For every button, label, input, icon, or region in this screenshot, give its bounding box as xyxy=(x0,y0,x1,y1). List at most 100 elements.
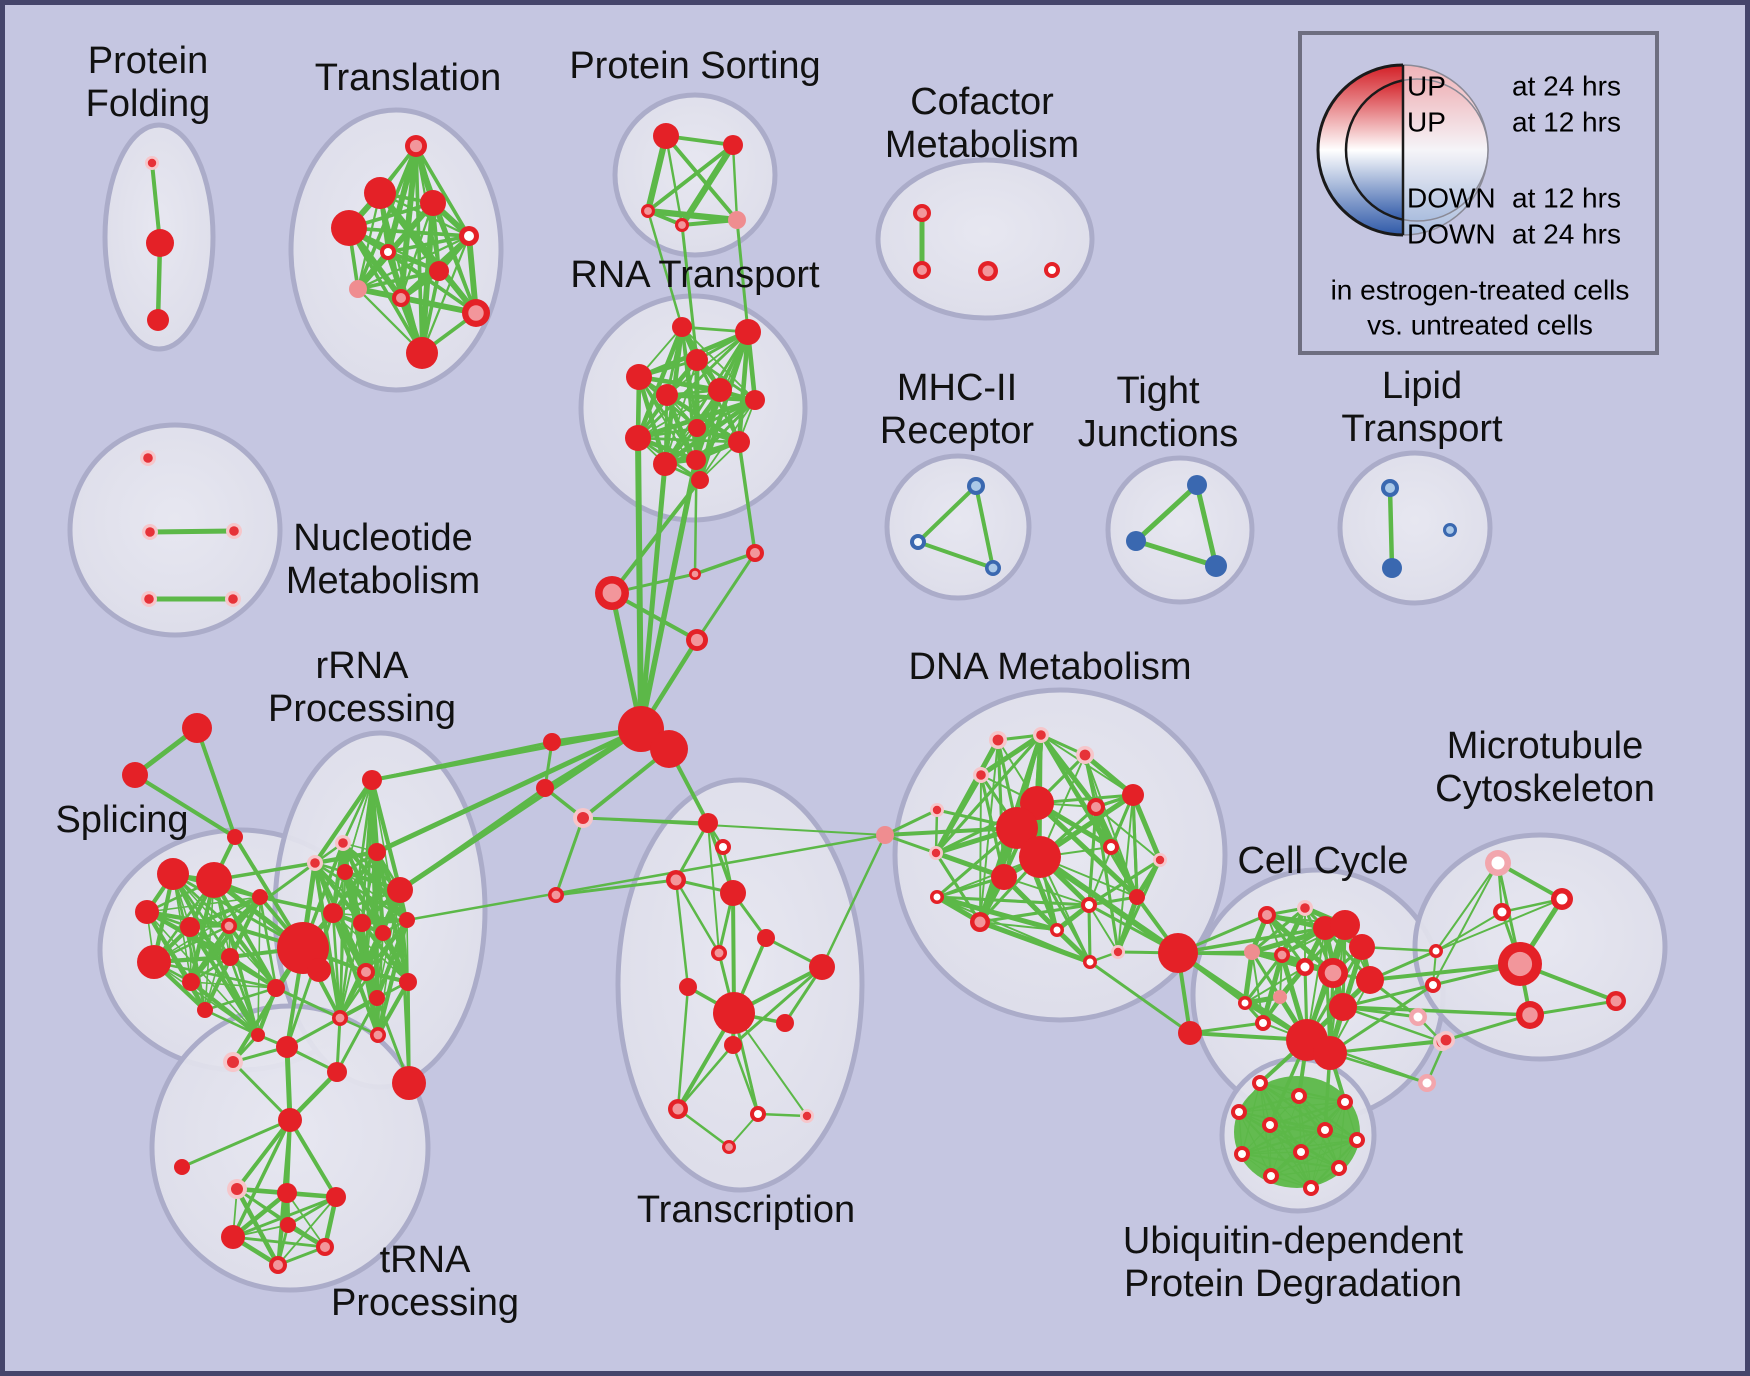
node-dot xyxy=(182,973,200,991)
node-rr-3 xyxy=(337,864,353,880)
edge-link xyxy=(735,218,750,334)
legend-direction-label: DOWN xyxy=(1407,182,1496,213)
edge xyxy=(1240,1128,1327,1156)
node-ub-6 xyxy=(1349,1132,1365,1148)
node-dot xyxy=(337,864,353,880)
legend-inner-right xyxy=(1403,78,1489,222)
node-dot xyxy=(996,807,1038,849)
node-core xyxy=(672,1103,684,1115)
node-core xyxy=(1241,999,1249,1007)
node-x-11 xyxy=(1158,933,1198,973)
node-dot xyxy=(1356,966,1384,994)
node-rt-6 xyxy=(745,390,765,410)
node-x-6 xyxy=(543,733,561,751)
node-tr-1 xyxy=(715,839,731,855)
edge xyxy=(1250,906,1307,954)
node-tr-2 xyxy=(666,870,686,890)
node-core xyxy=(976,770,986,780)
node-dot xyxy=(278,1108,302,1132)
edge-link xyxy=(1328,1038,1448,1055)
edge xyxy=(1435,911,1503,952)
edge xyxy=(331,911,342,1020)
node-tn-5 xyxy=(269,1256,287,1274)
node-core xyxy=(933,893,941,901)
node-dot xyxy=(221,948,239,966)
node-hub-1 xyxy=(307,958,331,982)
edge-link xyxy=(1341,983,1435,1009)
node-rr-12 xyxy=(399,973,417,991)
node-ps-1 xyxy=(723,135,743,155)
edge xyxy=(1054,927,1093,965)
node-core xyxy=(1385,483,1395,493)
edge-link xyxy=(258,895,335,915)
cluster-label-dna: DNA Metabolism xyxy=(909,646,1192,688)
edge xyxy=(934,851,982,924)
node-core xyxy=(227,1056,239,1068)
node-core xyxy=(992,734,1004,746)
node-dot xyxy=(180,917,200,937)
node-tr-4 xyxy=(757,929,775,947)
edge xyxy=(1088,904,1119,953)
node-rr-6 xyxy=(323,903,343,923)
edge-link xyxy=(1328,983,1435,1055)
edge xyxy=(187,924,261,1038)
edge xyxy=(190,981,277,989)
node-dot xyxy=(653,123,679,149)
node-dna-5 xyxy=(929,846,943,860)
node-dot xyxy=(1205,555,1227,577)
node-dot xyxy=(1329,993,1357,1021)
edge-link xyxy=(883,833,938,855)
edge xyxy=(231,1195,338,1239)
node-core xyxy=(917,265,927,275)
edge xyxy=(431,201,478,315)
edge xyxy=(936,896,1091,963)
cluster-label-tl: Translation xyxy=(315,57,502,99)
edge-link xyxy=(1188,1021,1265,1035)
node-rr-11 xyxy=(369,990,385,1006)
node-core xyxy=(1238,1150,1246,1158)
edge xyxy=(731,143,739,222)
edge xyxy=(339,922,363,1019)
edge xyxy=(1117,794,1134,953)
node-core xyxy=(1507,951,1533,977)
edge-link xyxy=(1368,962,1522,982)
node-dot xyxy=(724,1036,742,1054)
node-ub-11 xyxy=(1303,1180,1319,1196)
node-dot xyxy=(650,730,688,768)
node-dna-15 xyxy=(970,912,990,932)
node-mt-7 xyxy=(1425,977,1441,993)
node-dot xyxy=(1313,1036,1347,1070)
node-dot xyxy=(174,1159,190,1175)
edge-link xyxy=(288,1118,338,1199)
edge-link xyxy=(638,461,668,732)
edge xyxy=(635,397,758,441)
edge xyxy=(228,955,260,1037)
node-core xyxy=(982,265,994,277)
edge xyxy=(153,896,261,963)
node-ps-3 xyxy=(675,218,689,232)
node-nm-0 xyxy=(140,450,156,466)
cluster-label-mh: Receptor xyxy=(880,410,1035,452)
edge xyxy=(637,389,721,439)
node-rt-4 xyxy=(656,384,678,406)
edge xyxy=(180,1118,292,1169)
edge-link xyxy=(1341,1005,1532,1017)
node-core xyxy=(678,221,686,229)
cluster-label-ub: Protein Degradation xyxy=(1124,1263,1462,1305)
node-core xyxy=(1324,964,1342,982)
node-sp-1 xyxy=(196,862,232,898)
edge xyxy=(1387,485,1395,571)
node-core xyxy=(551,890,561,900)
node-core xyxy=(1321,1126,1329,1134)
node-cc-18 xyxy=(1418,1074,1436,1092)
edge xyxy=(1087,895,1139,907)
edge xyxy=(386,234,471,254)
legend-box xyxy=(1298,31,1659,355)
node-dot xyxy=(679,978,697,996)
edge xyxy=(674,878,721,955)
node-x-10 xyxy=(876,826,894,844)
node-core xyxy=(914,538,922,546)
node-dot xyxy=(653,452,677,476)
cluster-label-mt: Cytoskeleton xyxy=(1435,768,1655,810)
node-tr-0 xyxy=(698,813,718,833)
